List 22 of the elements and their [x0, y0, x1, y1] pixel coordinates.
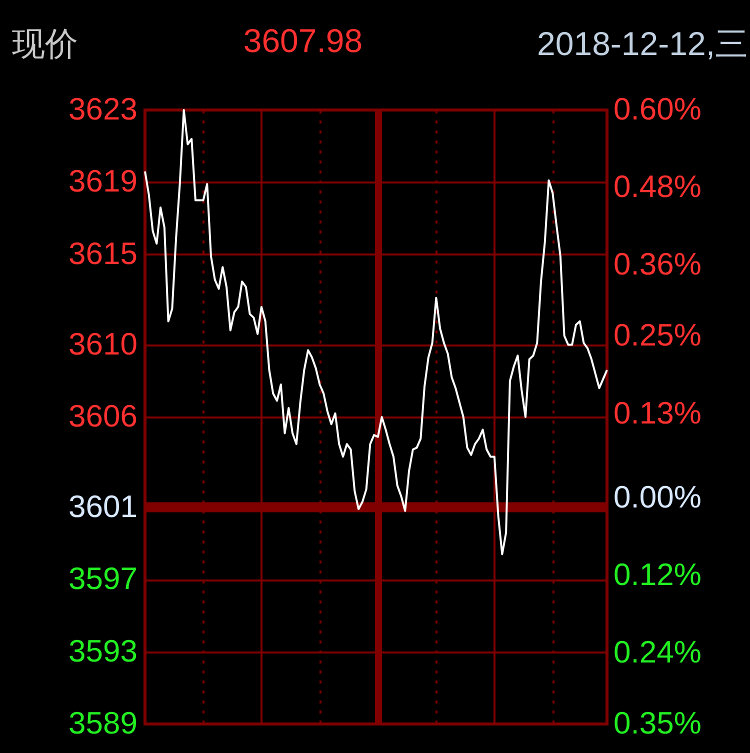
- y-tick-label: 3619: [68, 164, 138, 199]
- y-tick-label: 3593: [68, 633, 138, 668]
- y2-tick-label: 0.60%: [614, 92, 702, 126]
- y2-tick-label: 0.48%: [614, 169, 702, 204]
- chart-title: 现价: [12, 24, 78, 64]
- y-tick-label: 3589: [68, 706, 138, 740]
- y2-tick-label: 0.36%: [614, 246, 702, 282]
- text: 2018-12-12,三: [537, 24, 748, 64]
- y-tick-label: 3623: [68, 92, 138, 126]
- y-tick-label: 3615: [68, 236, 138, 271]
- y2-tick-label: 0.13%: [614, 395, 702, 430]
- y2-tick-label: 0.35%: [614, 706, 702, 740]
- y-tick-label: 3610: [68, 326, 138, 362]
- line-series: [144, 109, 608, 556]
- text: 3607.98: [243, 22, 363, 60]
- y2-tick-label: 0.25%: [614, 318, 702, 353]
- y2-tick-label: 0.00%: [614, 479, 702, 514]
- y2-tick-label: 0.12%: [614, 556, 702, 592]
- y-tick-label: 3601: [68, 488, 138, 524]
- y-tick-label: 3606: [68, 398, 138, 434]
- y2-tick-label: 0.24%: [614, 634, 702, 670]
- y-tick-label: 3597: [68, 561, 138, 596]
